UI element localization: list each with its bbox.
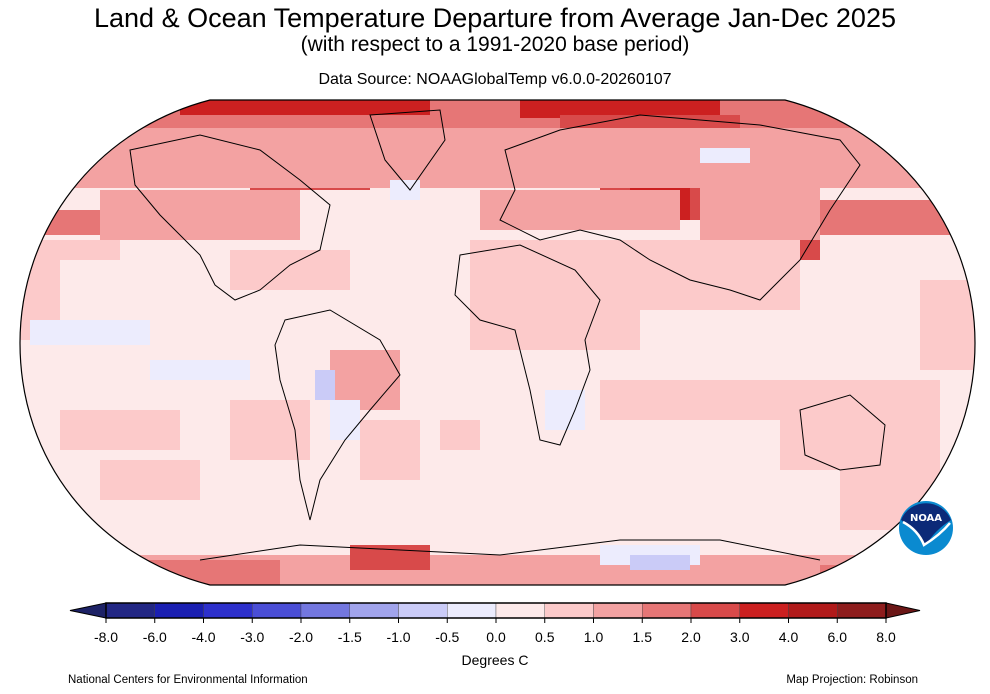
anomaly-patch	[100, 460, 200, 500]
colorbar: -8.0 -6.0 -4.0 -3.0 -2.0 -1.5 -1.0 -0.5 0.0 0.5 1.…	[69, 602, 921, 645]
colorbar-bin	[788, 602, 838, 619]
anomaly-patch	[390, 180, 420, 200]
colorbar-bin	[837, 602, 887, 619]
colorbar-tick-label: 1.0	[584, 629, 604, 645]
greenland-coast	[369, 109, 446, 191]
anomaly-patch	[470, 240, 640, 350]
anomaly-patch	[60, 410, 180, 450]
data-source: Data Source: NOAAGlobalTemp v6.0.0-20260…	[318, 71, 672, 88]
colorbar-bin	[447, 602, 497, 619]
eurasia-coast	[499, 114, 861, 301]
anomaly-patch	[640, 240, 800, 310]
australia-coast	[799, 394, 886, 471]
colorbar-tick-label: -1.0	[386, 629, 410, 645]
noaa-logo-text: NOAA	[910, 513, 942, 524]
colorbar-tick-label: -4.0	[191, 629, 215, 645]
south-america-coast	[274, 309, 401, 521]
anomaly-patch	[700, 170, 820, 240]
anomaly-patch	[700, 148, 750, 163]
colorbar-under-arrow	[69, 602, 107, 619]
anomaly-patch	[545, 390, 585, 430]
colorbar-bin	[300, 602, 350, 619]
colorbar-bin	[252, 602, 302, 619]
colorbar-tick-label: 6.0	[828, 629, 848, 645]
colorbar-bin	[690, 602, 740, 619]
colorbar-tick-label: -8.0	[94, 629, 118, 645]
colorbar-tick-label: 0.0	[486, 629, 506, 645]
colorbar-tick-label: 8.0	[876, 629, 896, 645]
antarctica-coast	[199, 539, 821, 561]
anomaly-patch	[180, 100, 430, 115]
anomaly-patch	[100, 190, 300, 240]
anomaly-patch	[520, 100, 720, 118]
anomaly-patch	[780, 400, 940, 470]
credit-text: National Centers for Environmental Infor…	[68, 674, 308, 686]
colorbar-bin	[398, 602, 448, 619]
colorbar-tick-label: 2.0	[681, 629, 701, 645]
colorbar-tick-label: 3.0	[730, 629, 750, 645]
colorbar-tick-label: -3.0	[240, 629, 264, 645]
map-subtitle: (with respect to a 1991-2020 base period…	[300, 33, 690, 56]
map-title: Land & Ocean Temperature Departure from …	[94, 3, 896, 33]
colorbar-bin	[203, 602, 253, 619]
anomaly-patch	[360, 420, 420, 480]
colorbar-bin	[154, 602, 204, 619]
colorbar-tick-label: 4.0	[779, 629, 799, 645]
anomaly-patch	[330, 400, 360, 440]
colorbar-bin	[495, 602, 545, 619]
colorbar-bin	[593, 602, 643, 619]
colorbar-bin	[544, 602, 594, 619]
anomaly-field	[20, 100, 975, 585]
colorbar-tick-label: 1.5	[633, 629, 653, 645]
colorbar-tick-label: -0.5	[435, 629, 459, 645]
colorbar-bin	[349, 602, 399, 619]
colorbar-tick-label: -1.5	[338, 629, 362, 645]
africa-coast	[454, 244, 601, 446]
colorbar-over-arrow	[885, 602, 921, 619]
colorbar-tick-label: -6.0	[143, 629, 167, 645]
coastlines	[129, 109, 886, 561]
anomaly-patch	[315, 370, 335, 400]
colorbar-units-label: Degrees C	[461, 652, 529, 668]
anomaly-patch	[480, 190, 680, 230]
projection-label: Map Projection: Robinson	[786, 674, 918, 686]
colorbar-bin	[105, 602, 155, 619]
colorbar-tick-label: -2.0	[289, 629, 313, 645]
anomaly-patch	[150, 360, 250, 380]
anomaly-patch	[630, 555, 690, 570]
anomaly-patch	[30, 320, 150, 345]
north-america-coast	[129, 134, 331, 301]
noaa-logo: NOAA	[899, 501, 953, 555]
anomaly-patch	[920, 280, 975, 370]
anomaly-patch	[230, 250, 350, 290]
colorbar-bin	[739, 602, 789, 619]
colorbar-bin	[642, 602, 692, 619]
world-map: NOAA	[19, 99, 976, 586]
colorbar-tick-label: 0.5	[535, 629, 555, 645]
anomaly-patch	[440, 420, 480, 450]
